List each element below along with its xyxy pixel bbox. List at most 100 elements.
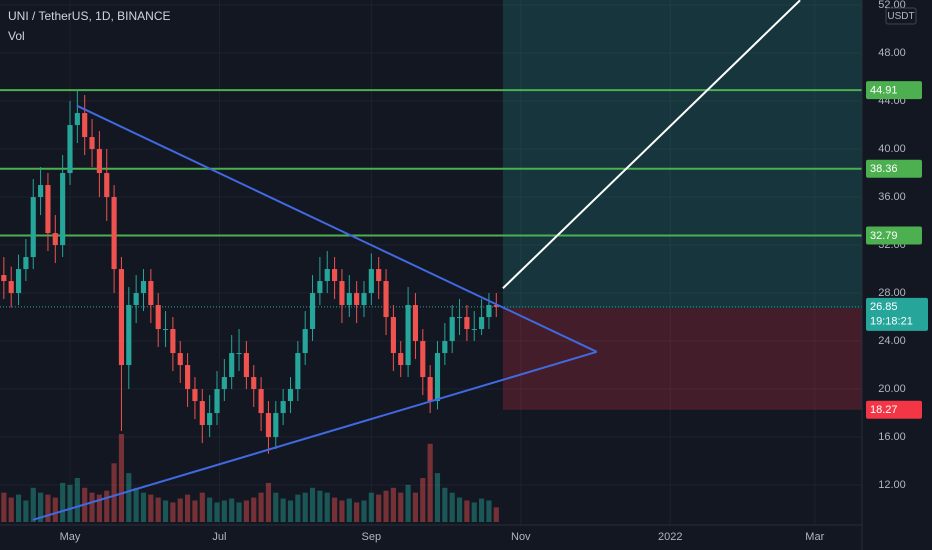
- volume-label: Vol: [8, 29, 25, 43]
- volume-bar: [155, 497, 161, 522]
- candle-body: [324, 269, 330, 282]
- volume-bar: [258, 492, 264, 522]
- volume-bar: [1, 492, 7, 522]
- candle-body: [177, 353, 183, 366]
- candle-body: [1, 275, 7, 282]
- y-tick-label: 40.00: [878, 143, 906, 155]
- candle-body: [214, 389, 220, 414]
- candle-body: [398, 353, 404, 366]
- candle-body: [361, 293, 367, 306]
- candle-body: [442, 341, 448, 354]
- volume-bar: [23, 500, 29, 522]
- volume-bar: [185, 494, 191, 522]
- volume-bar: [170, 502, 176, 522]
- x-tick-label: May: [60, 531, 81, 543]
- candle-body: [60, 173, 66, 246]
- candle-body: [427, 377, 433, 402]
- candle-body: [15, 269, 22, 294]
- candle-body: [192, 389, 198, 402]
- countdown-label: 19:18:21: [870, 316, 913, 328]
- stop-badge-label: 18.27: [870, 404, 898, 416]
- volume-bar: [339, 500, 345, 522]
- candle-body: [251, 377, 257, 390]
- volume-bar: [52, 497, 58, 522]
- volume-bar: [332, 497, 338, 522]
- volume-bar: [30, 487, 36, 522]
- volume-bar: [111, 463, 117, 522]
- volume-bar: [265, 482, 272, 522]
- x-tick-label: Sep: [362, 531, 382, 543]
- candle-body: [412, 305, 419, 342]
- candle-body: [405, 305, 411, 366]
- stop-badge: [866, 400, 922, 419]
- hline-badge-label: 32.79: [870, 230, 898, 242]
- last-price-label: 26.85: [870, 301, 898, 313]
- volume-bar: [148, 494, 154, 522]
- candle-body: [185, 365, 191, 390]
- position-profit-zone: [502, 0, 862, 309]
- candle-body: [486, 305, 492, 318]
- chart-title: UNI / TetherUS, 1D, BINANCE: [8, 9, 171, 23]
- volume-bar: [207, 497, 213, 522]
- volume-bar: [486, 500, 492, 522]
- candle-body: [162, 329, 169, 331]
- candle-body: [493, 305, 499, 307]
- volume-bar: [229, 498, 235, 522]
- y-tick-label: 28.00: [878, 287, 906, 299]
- candle-body: [354, 293, 360, 306]
- volume-bar: [361, 500, 367, 522]
- plot-area: [0, 0, 862, 522]
- volume-bar: [390, 487, 396, 522]
- volume-bar: [236, 502, 242, 522]
- currency-label: USDT: [887, 11, 914, 22]
- volume-bar: [104, 490, 110, 522]
- hline-badge: [866, 159, 922, 178]
- volume-bar: [309, 487, 316, 522]
- candle-body: [67, 125, 73, 174]
- volume-bar: [162, 500, 169, 522]
- candle-body: [45, 185, 51, 234]
- candle-body: [229, 353, 235, 378]
- candle-body: [287, 389, 294, 402]
- candle-body: [258, 389, 264, 414]
- candle-body: [434, 353, 441, 402]
- volume-bar: [192, 500, 198, 522]
- volume-bar: [60, 482, 66, 522]
- volume-bar: [74, 478, 80, 522]
- candle-body: [170, 329, 176, 354]
- volume-bar: [471, 502, 477, 522]
- candle-body: [265, 413, 272, 438]
- candle-body: [236, 353, 242, 355]
- candle-body: [148, 281, 154, 306]
- volume-bar: [493, 507, 499, 522]
- volume-bar: [383, 490, 389, 522]
- candle-body: [221, 377, 227, 390]
- candle-body: [155, 305, 161, 330]
- last-price-badge: [866, 297, 928, 331]
- candle-body: [317, 281, 323, 294]
- y-tick-label: 20.00: [878, 383, 906, 395]
- volume-bar: [118, 434, 125, 522]
- volume-bar: [317, 490, 323, 522]
- candle-body: [126, 305, 132, 366]
- y-tick-label: 36.00: [878, 191, 906, 203]
- volume-bar: [442, 487, 448, 522]
- volume-bar: [354, 502, 360, 522]
- volume-bar: [405, 484, 411, 522]
- candle-body: [280, 401, 286, 414]
- candle-body: [140, 281, 147, 294]
- candle-body: [74, 113, 80, 126]
- volume-bar: [368, 492, 374, 522]
- x-tick-label: Nov: [511, 531, 531, 543]
- candle-body: [479, 317, 485, 330]
- x-tick-label: Mar: [805, 531, 824, 543]
- trend-line: [32, 350, 598, 521]
- volume-bar: [199, 492, 205, 522]
- trend-line: [502, 0, 801, 289]
- candle-body: [464, 317, 470, 330]
- volume-bar: [302, 492, 308, 522]
- y-tick-label: 48.00: [878, 47, 906, 59]
- volume-bar: [287, 500, 294, 522]
- candle-body: [8, 281, 14, 294]
